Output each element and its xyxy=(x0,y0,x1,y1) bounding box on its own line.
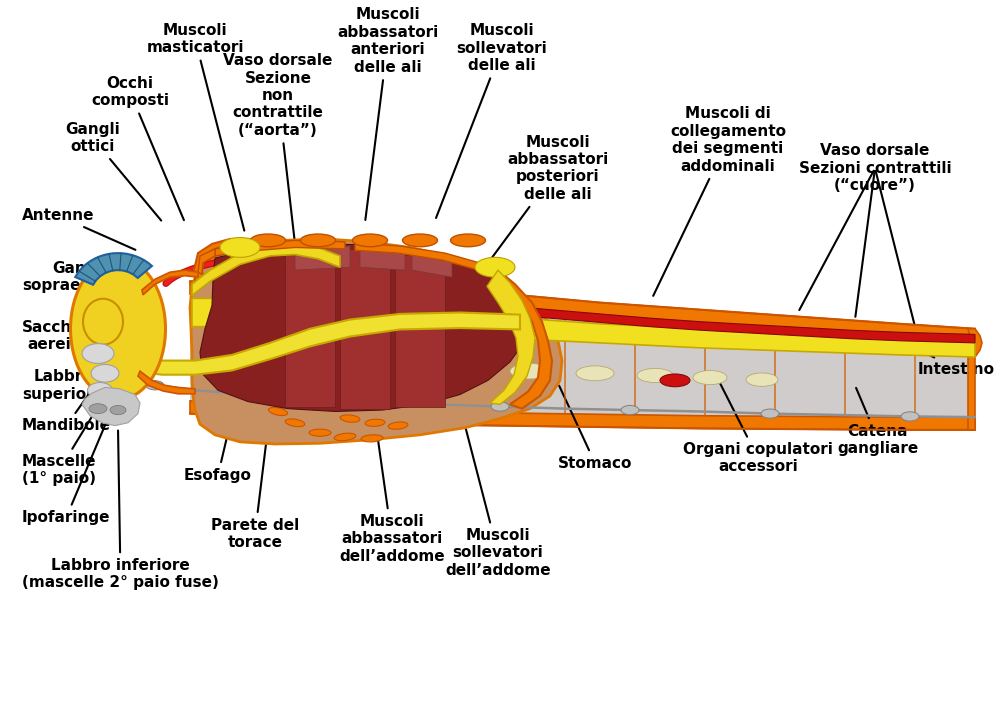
Text: Labbro
superiore: Labbro superiore xyxy=(22,350,106,402)
Polygon shape xyxy=(82,387,140,426)
Polygon shape xyxy=(395,255,445,407)
Polygon shape xyxy=(487,270,535,404)
Ellipse shape xyxy=(621,405,639,414)
Ellipse shape xyxy=(402,234,438,247)
Ellipse shape xyxy=(693,370,727,385)
Ellipse shape xyxy=(576,366,614,380)
Polygon shape xyxy=(192,298,975,357)
Ellipse shape xyxy=(510,363,550,379)
Text: Antenne: Antenne xyxy=(22,208,135,250)
Text: Organi copulatori
accessori: Organi copulatori accessori xyxy=(683,376,833,474)
Polygon shape xyxy=(75,253,152,285)
Text: Catena
gangliare: Catena gangliare xyxy=(837,388,919,456)
Text: Mascelle
(1° paio): Mascelle (1° paio) xyxy=(22,392,107,486)
Text: Stomaco: Stomaco xyxy=(558,386,632,471)
Polygon shape xyxy=(360,247,405,270)
Ellipse shape xyxy=(268,407,288,416)
Polygon shape xyxy=(280,298,975,343)
Text: Mandibole: Mandibole xyxy=(22,373,111,433)
Polygon shape xyxy=(142,270,198,295)
Text: Muscoli
abbassatori
dell’addome: Muscoli abbassatori dell’addome xyxy=(339,421,445,563)
Text: Gangli
ottici: Gangli ottici xyxy=(65,122,161,221)
Ellipse shape xyxy=(146,380,164,390)
Polygon shape xyxy=(968,329,982,430)
Ellipse shape xyxy=(450,234,486,247)
Ellipse shape xyxy=(660,374,690,387)
Ellipse shape xyxy=(352,234,388,247)
Text: Vaso dorsale
Sezione
non
contrattile
(“aorta”): Vaso dorsale Sezione non contrattile (“a… xyxy=(223,53,333,241)
Polygon shape xyxy=(285,249,335,407)
Ellipse shape xyxy=(250,234,286,247)
Ellipse shape xyxy=(83,298,123,344)
Polygon shape xyxy=(355,243,480,270)
Ellipse shape xyxy=(444,361,486,378)
Text: Intestino: Intestino xyxy=(904,342,995,377)
Polygon shape xyxy=(194,239,250,286)
Ellipse shape xyxy=(110,405,126,414)
Text: Labbro inferiore
(mascelle 2° paio fuse): Labbro inferiore (mascelle 2° paio fuse) xyxy=(22,431,219,590)
Ellipse shape xyxy=(388,422,408,429)
Polygon shape xyxy=(200,244,530,411)
Polygon shape xyxy=(412,253,452,277)
Ellipse shape xyxy=(285,419,305,426)
Polygon shape xyxy=(215,240,345,256)
Ellipse shape xyxy=(91,365,119,382)
Ellipse shape xyxy=(376,358,420,375)
Polygon shape xyxy=(190,276,975,430)
Ellipse shape xyxy=(82,344,114,363)
Ellipse shape xyxy=(746,373,778,386)
Text: Parete del
torace: Parete del torace xyxy=(211,431,299,550)
Ellipse shape xyxy=(309,429,331,436)
Ellipse shape xyxy=(361,435,383,442)
Ellipse shape xyxy=(89,404,107,414)
Ellipse shape xyxy=(761,409,779,419)
Ellipse shape xyxy=(70,258,166,399)
Polygon shape xyxy=(295,246,350,270)
Ellipse shape xyxy=(365,419,385,426)
Text: Esofago: Esofago xyxy=(184,393,252,483)
Ellipse shape xyxy=(475,257,515,277)
Polygon shape xyxy=(190,276,975,341)
Ellipse shape xyxy=(255,392,275,402)
Text: Ipofaringe: Ipofaringe xyxy=(22,411,111,525)
Polygon shape xyxy=(118,312,520,375)
Text: Vaso dorsale
Sezioni contrattili
(“cuore”): Vaso dorsale Sezioni contrattili (“cuore… xyxy=(799,144,951,193)
Ellipse shape xyxy=(306,355,354,373)
Ellipse shape xyxy=(241,390,259,399)
Ellipse shape xyxy=(637,368,673,382)
Ellipse shape xyxy=(88,382,112,398)
Polygon shape xyxy=(340,249,390,409)
Text: Muscoli
masticatori: Muscoli masticatori xyxy=(146,23,244,230)
Text: Sacchi
aerei: Sacchi aerei xyxy=(22,313,115,352)
Ellipse shape xyxy=(491,402,509,411)
Polygon shape xyxy=(192,243,340,296)
Ellipse shape xyxy=(220,238,260,257)
Polygon shape xyxy=(138,371,195,394)
Polygon shape xyxy=(190,239,562,444)
Text: Muscoli
abbassatori
posteriori
delle ali: Muscoli abbassatori posteriori delle ali xyxy=(490,134,609,261)
Polygon shape xyxy=(492,270,552,409)
Text: Ganglio
sopraesofageo: Ganglio sopraesofageo xyxy=(22,261,148,293)
Polygon shape xyxy=(198,249,215,274)
Ellipse shape xyxy=(340,415,360,422)
Polygon shape xyxy=(190,401,975,430)
Text: Occhi
composti: Occhi composti xyxy=(91,76,184,220)
Ellipse shape xyxy=(300,234,336,247)
Text: Muscoli
sollevatori
dell’addome: Muscoli sollevatori dell’addome xyxy=(445,428,551,578)
Ellipse shape xyxy=(901,411,919,421)
Ellipse shape xyxy=(334,433,356,440)
Text: Muscoli di
collegamento
dei segmenti
addominali: Muscoli di collegamento dei segmenti add… xyxy=(653,106,786,296)
Text: Muscoli
sollevatori
delle ali: Muscoli sollevatori delle ali xyxy=(436,23,547,218)
Ellipse shape xyxy=(366,396,384,406)
Text: Muscoli
abbassatori
anteriori
delle ali: Muscoli abbassatori anteriori delle ali xyxy=(337,7,439,220)
